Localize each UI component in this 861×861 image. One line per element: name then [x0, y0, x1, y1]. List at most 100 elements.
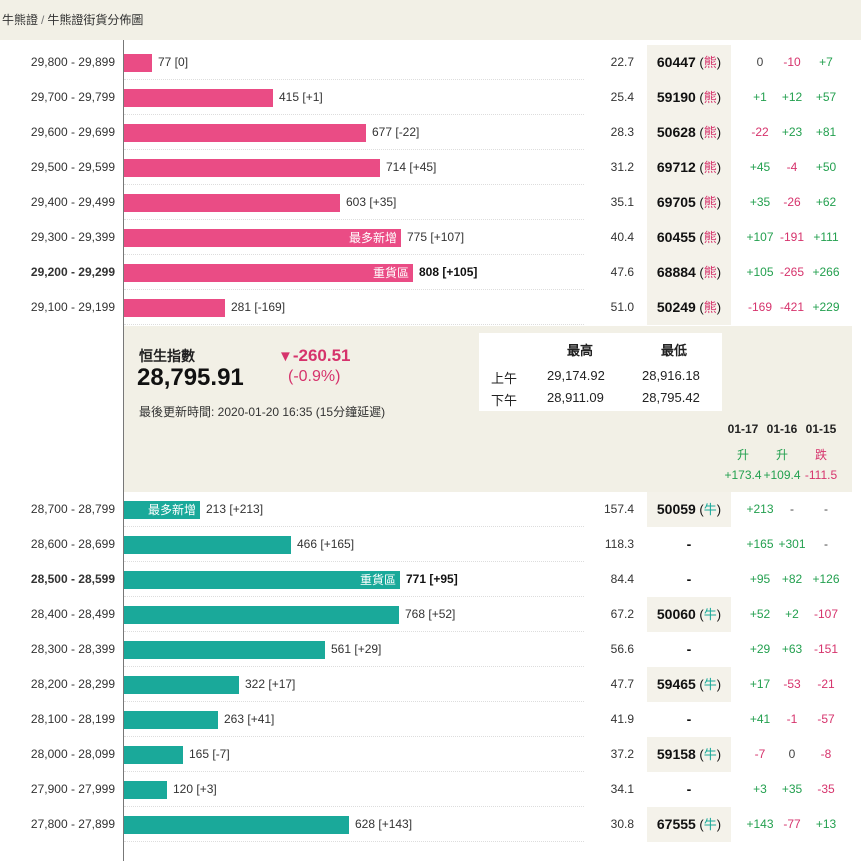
warrant-code[interactable]: 60455 (熊) [647, 220, 731, 255]
daily-change: +35 [781, 782, 803, 796]
price-range: 29,100 - 29,199 [30, 300, 115, 314]
bull-outstanding-bar[interactable]: 重貨區 [124, 571, 400, 589]
bar-tag: 重貨區 [372, 266, 409, 280]
price-range: 28,400 - 28,499 [30, 607, 115, 621]
price-range: 29,300 - 29,399 [30, 230, 115, 244]
outstanding-count: 281 [-169] [231, 300, 286, 314]
bear-outstanding-bar[interactable]: 重貨區 [124, 264, 413, 282]
warrant-type: (熊) [695, 300, 722, 315]
breadcrumb-root-link[interactable]: 牛熊證 [2, 13, 39, 27]
outstanding-count: 466 [+165] [297, 537, 355, 551]
warrant-code[interactable]: 50059 (牛) [647, 492, 731, 527]
bull-row: 28,400 - 28,499 768 [+52] 67.2 50060 (牛) +52… [0, 597, 861, 632]
row-divider [124, 806, 584, 807]
ratio-value: 30.8 [610, 817, 634, 831]
bear-type-label: 熊 [703, 160, 717, 175]
bull-outstanding-bar[interactable] [124, 641, 325, 659]
bull-row: 27,900 - 27,999 120 [+3] 34.1 - +3 +35 -35 [0, 772, 861, 807]
bar-tag: 最多新增 [147, 503, 196, 517]
daily-change: +57 [815, 90, 837, 104]
daily-change: -53 [783, 677, 801, 691]
bull-outstanding-bar[interactable] [124, 676, 239, 694]
warrant-code[interactable]: 69705 (熊) [647, 185, 731, 220]
day-move: +109.4 [763, 468, 801, 482]
warrant-type: (熊) [695, 55, 722, 70]
price-range: 28,300 - 28,399 [30, 642, 115, 656]
bull-outstanding-bar[interactable] [124, 746, 183, 764]
daily-change: +17 [749, 677, 771, 691]
bear-outstanding-bar[interactable] [124, 299, 225, 317]
warrant-code[interactable]: 69712 (熊) [647, 150, 731, 185]
warrant-code[interactable]: 59465 (牛) [647, 667, 731, 702]
bull-outstanding-bar[interactable]: 最多新增 [124, 501, 200, 519]
daily-change: +81 [815, 125, 837, 139]
warrant-code: - [647, 632, 731, 667]
warrant-code[interactable]: 50628 (熊) [647, 115, 731, 150]
bear-outstanding-bar[interactable] [124, 54, 152, 72]
breadcrumb-separator: / [41, 13, 45, 27]
row-divider [124, 526, 584, 527]
daily-change: +1 [753, 90, 767, 104]
bull-outstanding-bar[interactable] [124, 781, 167, 799]
bull-outstanding-bar[interactable] [124, 606, 399, 624]
breadcrumb-current: 牛熊證街貨分佈圖 [47, 13, 144, 27]
bull-outstanding-bar[interactable] [124, 711, 218, 729]
daily-change: - [824, 502, 828, 516]
bear-outstanding-bar[interactable]: 最多新增 [124, 229, 401, 247]
bear-outstanding-bar[interactable] [124, 159, 380, 177]
price-range: 27,800 - 27,899 [30, 817, 115, 831]
bull-outstanding-bar[interactable] [124, 536, 291, 554]
bull-outstanding-bar[interactable] [124, 816, 349, 834]
daily-change: -421 [779, 300, 805, 314]
warrant-code-number: 68884 [656, 264, 696, 280]
warrant-type: (熊) [695, 195, 722, 210]
daily-change: +62 [815, 195, 837, 209]
bull-type-label: 牛 [703, 747, 717, 762]
day-move: -111.5 [804, 468, 838, 482]
outstanding-count: 714 [+45] [386, 160, 437, 174]
daily-change: +229 [812, 300, 840, 314]
daily-change: 0 [756, 55, 764, 69]
warrant-code[interactable]: 50249 (熊) [647, 290, 731, 325]
outstanding-count: 677 [-22] [372, 125, 420, 139]
warrant-type: (牛) [695, 747, 722, 762]
index-name: 恒生指數 [139, 348, 195, 364]
warrant-code[interactable]: 68884 (熊) [647, 255, 731, 290]
warrant-code[interactable]: 59158 (牛) [647, 737, 731, 772]
warrant-code[interactable]: 50060 (牛) [647, 597, 731, 632]
warrant-code-number: 69705 [656, 194, 696, 210]
row-divider [124, 701, 584, 702]
daily-change: -22 [751, 125, 769, 139]
price-range: 29,500 - 29,599 [30, 160, 115, 174]
daily-change: -7 [754, 747, 766, 761]
bear-outstanding-bar[interactable] [124, 124, 366, 142]
warrant-code[interactable]: 60447 (熊) [647, 45, 731, 80]
bear-outstanding-bar[interactable] [124, 89, 273, 107]
price-range: 27,900 - 27,999 [30, 782, 115, 796]
breadcrumb-bar: 牛熊證 / 牛熊證街貨分佈圖 [0, 0, 861, 40]
ratio-value: 34.1 [610, 782, 634, 796]
row-divider [124, 114, 584, 115]
bear-row: 29,200 - 29,299 重貨區 808 [+105] 47.6 68884 (熊… [0, 255, 861, 290]
bear-outstanding-bar[interactable] [124, 194, 340, 212]
breadcrumb: 牛熊證 / 牛熊證街貨分佈圖 [2, 11, 143, 28]
daily-change: +35 [749, 195, 771, 209]
warrant-code-number: 60455 [656, 229, 696, 245]
bear-row: 29,100 - 29,199 281 [-169] 51.0 50249 (熊) -1… [0, 290, 861, 325]
warrant-code[interactable]: 67555 (牛) [647, 807, 731, 842]
daily-change: +105 [746, 265, 774, 279]
warrant-code-number: 59190 [656, 89, 696, 105]
outstanding-count: 808 [+105] [419, 265, 478, 279]
day-status: 升 [775, 448, 788, 462]
warrant-code-number: 59158 [656, 746, 696, 762]
warrant-code[interactable]: 59190 (熊) [647, 80, 731, 115]
index-value: 28,795.91 [137, 364, 244, 391]
ratio-value: 25.4 [610, 90, 634, 104]
daily-change: 0 [788, 747, 796, 761]
bull-row: 28,000 - 28,099 165 [-7] 37.2 59158 (牛) -7 0 -… [0, 737, 861, 772]
last-updated-text: 最後更新時間: 2020-01-20 16:35 (15分鐘延遲) [139, 405, 386, 419]
daily-change: -1 [786, 712, 798, 726]
price-range: 28,700 - 28,799 [30, 502, 115, 516]
daily-change: -265 [779, 265, 805, 279]
warrant-code-number: 69712 [656, 159, 696, 175]
